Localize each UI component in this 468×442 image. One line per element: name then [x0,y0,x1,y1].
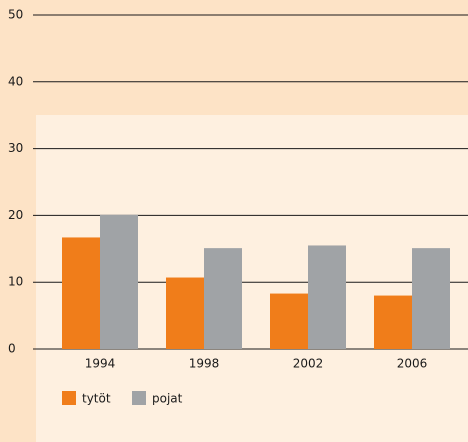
legend-label: tytöt [82,392,111,406]
x-tick-label: 2006 [397,357,428,371]
legend-swatch [62,391,76,405]
bar [374,295,412,349]
y-tick-label: 50 [8,8,23,22]
x-tick-label: 1998 [189,357,220,371]
y-tick-label: 10 [8,275,23,289]
bar [100,214,138,349]
bar [308,245,346,349]
bar [270,293,308,349]
y-tick-label: 20 [8,208,23,222]
bar [412,248,450,349]
y-tick-label: 30 [8,141,23,155]
bar [204,248,242,349]
y-tick-label: 40 [8,74,23,88]
y-tick-label: 0 [8,342,16,356]
legend-label: pojat [152,392,183,406]
bar [166,277,204,349]
legend-swatch [132,391,146,405]
x-tick-label: 1994 [85,357,116,371]
bar [62,237,100,349]
x-tick-label: 2002 [293,357,324,371]
